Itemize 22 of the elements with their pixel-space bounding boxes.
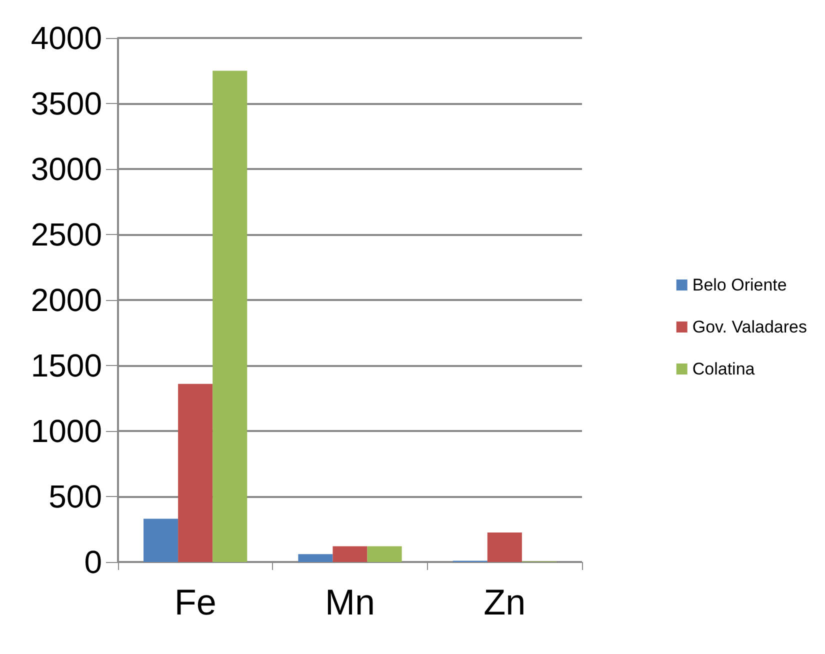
y-tick-label: 0 [84, 544, 102, 580]
bar [332, 546, 368, 562]
y-tick-label: 3500 [30, 86, 102, 122]
y-tick-label: 4000 [30, 20, 102, 56]
legend-label: Gov. Valadares [692, 318, 808, 336]
bar [144, 518, 178, 562]
y-tick-label: 1500 [30, 348, 102, 384]
y-tick-label: 1000 [30, 413, 102, 449]
y-tick-label: 2000 [30, 282, 102, 318]
y-tick-label: 2500 [30, 216, 102, 252]
x-tick-label: Zn [484, 582, 526, 622]
bar [298, 554, 333, 562]
bar [367, 546, 402, 562]
y-tick-label: 3000 [30, 151, 102, 187]
bar [487, 532, 522, 562]
legend-label: Belo Oriente [692, 276, 787, 294]
x-tick-label: Fe [174, 582, 216, 622]
x-tick-label: Mn [324, 582, 376, 622]
legend-label: Colatina [692, 360, 756, 378]
bar [212, 70, 248, 562]
bar [178, 384, 213, 562]
y-tick-label: 500 [48, 478, 102, 514]
